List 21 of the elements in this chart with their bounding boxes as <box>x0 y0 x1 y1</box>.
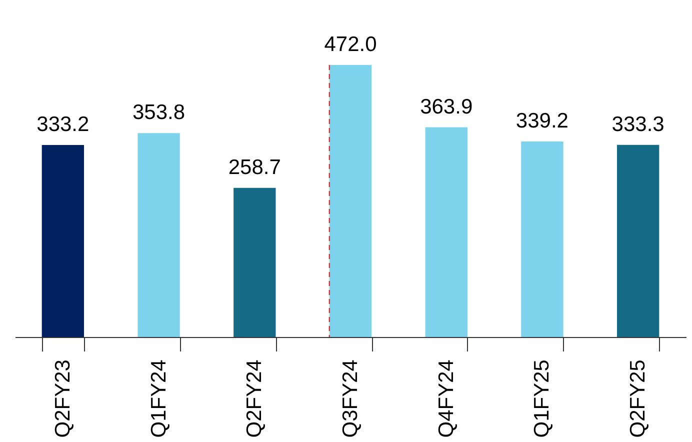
bar <box>234 188 276 337</box>
data-label: 353.8 <box>132 101 186 124</box>
x-tick-label: Q2FY24 <box>243 359 266 438</box>
bar <box>329 65 372 337</box>
data-label: 339.2 <box>516 110 568 133</box>
x-tick-label: Q3FY24 <box>339 359 362 438</box>
x-tick-label: Q1FY25 <box>530 360 554 438</box>
data-label: 363.9 <box>420 95 473 118</box>
data-label: 472.0 <box>324 33 377 56</box>
bar <box>42 144 84 337</box>
bar <box>616 144 660 337</box>
x-tick-label: Q2FY25 <box>626 360 650 438</box>
x-tick-label: Q2FY23 <box>51 360 74 438</box>
bar <box>521 142 564 337</box>
x-tick-label: Q4FY24 <box>434 359 458 438</box>
data-label: 258.7 <box>228 156 281 179</box>
bar <box>425 127 468 337</box>
data-label: 333.3 <box>612 112 664 136</box>
x-tick-label: Q1FY24 <box>147 359 170 438</box>
bar <box>138 133 180 337</box>
data-label: 333.2 <box>36 112 90 136</box>
